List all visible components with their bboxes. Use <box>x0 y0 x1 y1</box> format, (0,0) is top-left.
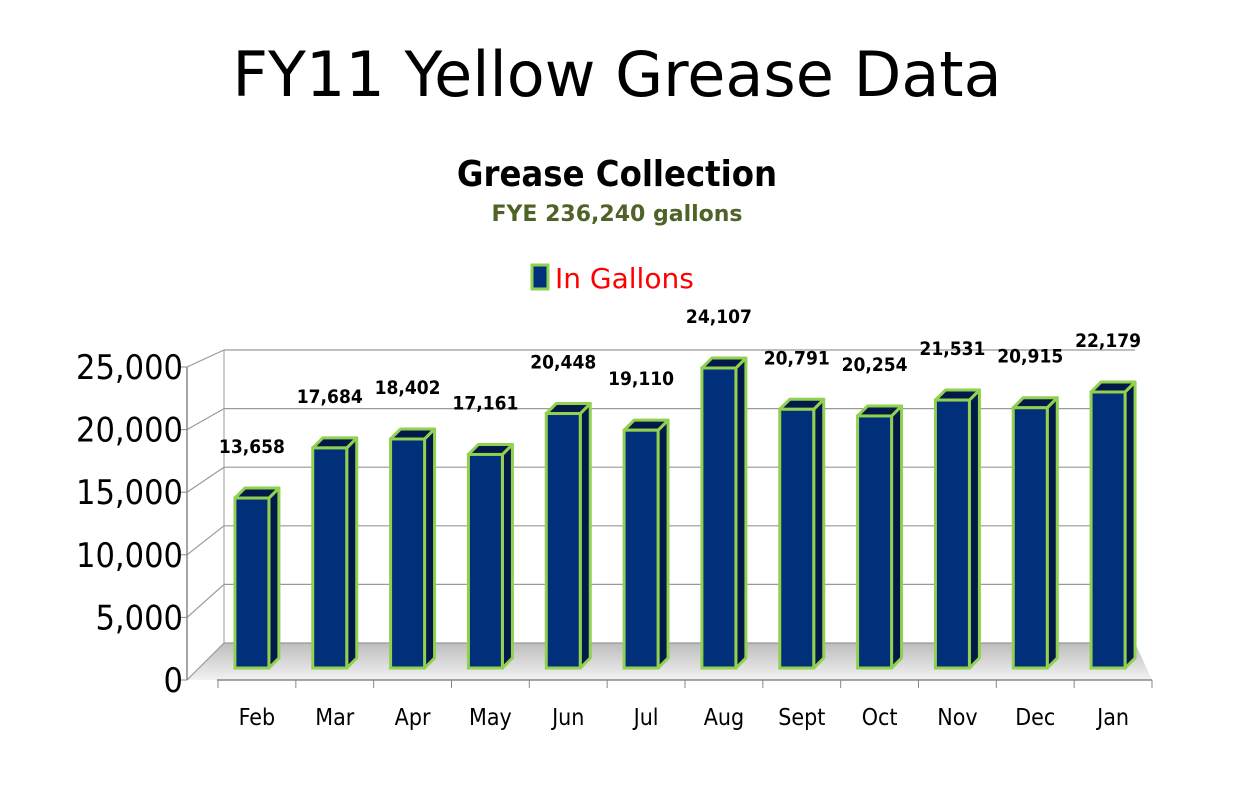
gridline-diagonal <box>186 583 225 618</box>
data-label: 24,107 <box>686 306 752 328</box>
data-label: 17,684 <box>297 386 363 408</box>
data-label: 20,254 <box>842 354 908 376</box>
x-tick-label: Nov <box>937 705 977 731</box>
x-tick-label: May <box>469 705 512 731</box>
x-tick-label: Sept <box>778 705 825 731</box>
bar <box>1011 406 1049 670</box>
legend: In Gallons <box>530 262 694 295</box>
slide-title: FY11 Yellow Grease Data <box>232 38 1002 111</box>
bar-top <box>466 442 514 456</box>
gridline-diagonal <box>186 408 225 431</box>
x-tick-label: Apr <box>395 705 431 731</box>
bar <box>700 366 738 670</box>
legend-swatch <box>530 263 550 291</box>
x-tick-label: Jul <box>632 705 659 731</box>
bar <box>389 437 427 670</box>
y-tick-label: 15,000 <box>76 473 183 513</box>
bar <box>856 414 894 670</box>
data-label: 19,110 <box>608 368 674 390</box>
x-tick-label: Aug <box>704 705 744 731</box>
data-label: 20,448 <box>530 352 596 374</box>
gridline-diagonal <box>186 349 225 368</box>
bar <box>544 412 582 670</box>
x-tick-label: Feb <box>239 705 276 731</box>
bar <box>622 428 660 670</box>
y-tick-label: 5,000 <box>95 598 183 638</box>
data-label: 21,531 <box>919 338 985 360</box>
data-label: 13,658 <box>219 436 285 458</box>
bar <box>778 407 816 670</box>
data-label: 22,179 <box>1075 330 1141 352</box>
y-tick-label: 0 <box>164 661 183 701</box>
data-label: 20,791 <box>764 347 830 369</box>
y-tick-label: 25,000 <box>76 348 183 388</box>
x-tick-label: Oct <box>862 705 898 731</box>
y-tick-label: 20,000 <box>76 411 183 451</box>
bar-top <box>622 418 670 432</box>
gridline-diagonal <box>186 642 225 681</box>
bar <box>466 452 504 670</box>
data-label: 17,161 <box>452 392 518 414</box>
y-tick-label: 10,000 <box>76 536 183 576</box>
x-tick-label: Jun <box>550 705 584 731</box>
x-tick-label: Dec <box>1015 705 1055 731</box>
gridline-diagonal <box>186 466 225 493</box>
x-tick-label: Jan <box>1095 705 1129 731</box>
legend-label: In Gallons <box>555 262 694 295</box>
chart-title: Grease Collection <box>457 154 777 195</box>
bar <box>311 446 349 670</box>
bar <box>233 496 271 670</box>
data-label: 18,402 <box>375 377 441 399</box>
bar <box>933 398 971 670</box>
gridline-diagonal <box>186 525 225 556</box>
x-tick-label: Mar <box>315 705 355 731</box>
bar-top <box>933 388 981 402</box>
data-label: 20,915 <box>997 346 1063 368</box>
bar <box>1089 390 1127 670</box>
chart-subtitle: FYE 236,240 gallons <box>491 202 742 227</box>
